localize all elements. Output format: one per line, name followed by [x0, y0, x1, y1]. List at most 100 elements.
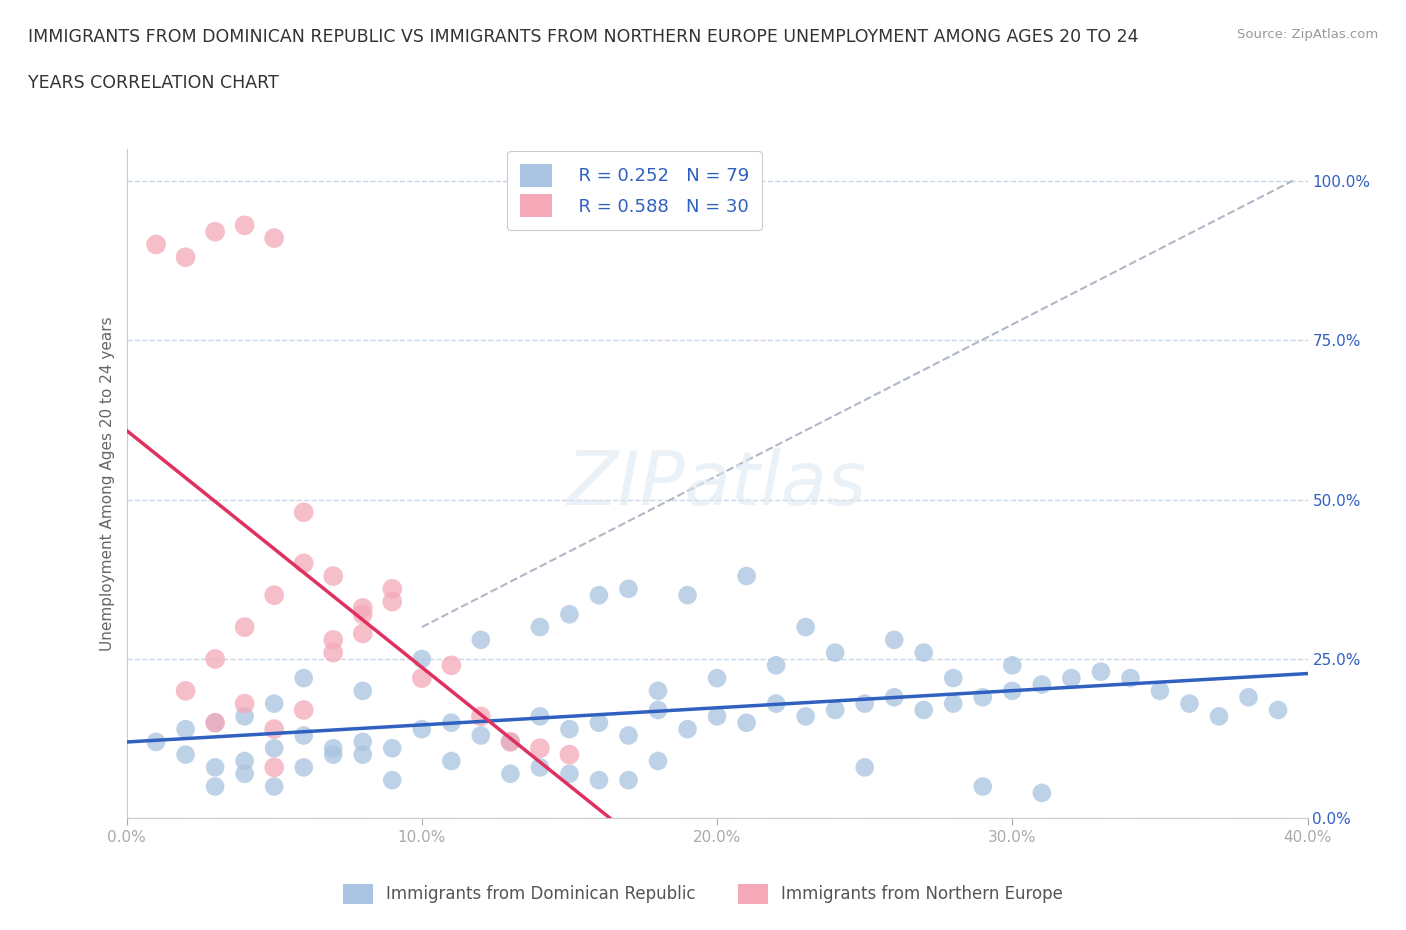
Point [588, 588, 610, 603]
Point [411, 652, 433, 667]
Point [499, 766, 522, 781]
Point [352, 626, 374, 641]
Point [381, 741, 404, 756]
Point [204, 715, 226, 730]
Point [853, 697, 876, 711]
Point [322, 741, 344, 756]
Point [233, 218, 256, 232]
Point [765, 658, 787, 672]
Point [883, 632, 905, 647]
Point [292, 556, 315, 571]
Point [942, 671, 965, 685]
Point [233, 766, 256, 781]
Point [470, 709, 492, 724]
Point [558, 766, 581, 781]
Point [706, 671, 728, 685]
Point [499, 735, 522, 750]
Point [411, 722, 433, 737]
Point [588, 773, 610, 788]
Point [1178, 697, 1201, 711]
Point [440, 715, 463, 730]
Point [735, 715, 758, 730]
Point [263, 741, 285, 756]
Point [322, 645, 344, 660]
Point [558, 747, 581, 762]
Point [352, 747, 374, 762]
Point [352, 601, 374, 616]
Point [794, 709, 817, 724]
Point [233, 709, 256, 724]
Point [233, 753, 256, 768]
Point [322, 747, 344, 762]
Point [1208, 709, 1230, 724]
Point [470, 728, 492, 743]
Point [972, 690, 994, 705]
Point [292, 760, 315, 775]
Point [588, 715, 610, 730]
Point [263, 588, 285, 603]
Point [617, 581, 640, 596]
Point [292, 505, 315, 520]
Point [174, 722, 197, 737]
Point [381, 773, 404, 788]
Point [912, 702, 935, 717]
Point [1267, 702, 1289, 717]
Text: IMMIGRANTS FROM DOMINICAN REPUBLIC VS IMMIGRANTS FROM NORTHERN EUROPE UNEMPLOYME: IMMIGRANTS FROM DOMINICAN REPUBLIC VS IM… [28, 28, 1139, 46]
Point [558, 722, 581, 737]
Legend:   R = 0.252   N = 79,   R = 0.588   N = 30: R = 0.252 N = 79, R = 0.588 N = 30 [508, 152, 762, 230]
Point [647, 684, 669, 698]
Point [292, 728, 315, 743]
Text: ZIPatlas: ZIPatlas [567, 447, 868, 520]
Point [1001, 684, 1024, 698]
Point [912, 645, 935, 660]
Point [322, 568, 344, 583]
Y-axis label: Unemployment Among Ages 20 to 24 years: Unemployment Among Ages 20 to 24 years [100, 316, 115, 651]
Point [263, 779, 285, 794]
Point [233, 619, 256, 634]
Point [1090, 664, 1112, 679]
Point [174, 684, 197, 698]
Point [263, 697, 285, 711]
Point [647, 702, 669, 717]
Point [292, 702, 315, 717]
Point [824, 702, 846, 717]
Point [145, 735, 167, 750]
Point [676, 722, 699, 737]
Point [174, 250, 197, 265]
Point [499, 735, 522, 750]
Point [529, 741, 551, 756]
Point [204, 779, 226, 794]
Point [322, 632, 344, 647]
Point [204, 760, 226, 775]
Point [204, 652, 226, 667]
Point [204, 715, 226, 730]
Point [145, 237, 167, 252]
Point [440, 658, 463, 672]
Point [1031, 786, 1053, 801]
Point [440, 753, 463, 768]
Point [263, 722, 285, 737]
Point [292, 671, 315, 685]
Point [529, 619, 551, 634]
Point [558, 607, 581, 622]
Legend: Immigrants from Dominican Republic, Immigrants from Northern Europe: Immigrants from Dominican Republic, Immi… [335, 875, 1071, 912]
Point [381, 594, 404, 609]
Point [735, 568, 758, 583]
Point [352, 735, 374, 750]
Point [1237, 690, 1260, 705]
Text: Source: ZipAtlas.com: Source: ZipAtlas.com [1237, 28, 1378, 41]
Point [529, 760, 551, 775]
Point [174, 747, 197, 762]
Point [617, 773, 640, 788]
Point [529, 709, 551, 724]
Point [942, 697, 965, 711]
Point [794, 619, 817, 634]
Point [1031, 677, 1053, 692]
Point [411, 671, 433, 685]
Point [352, 607, 374, 622]
Point [617, 728, 640, 743]
Point [352, 684, 374, 698]
Point [470, 632, 492, 647]
Point [824, 645, 846, 660]
Point [1060, 671, 1083, 685]
